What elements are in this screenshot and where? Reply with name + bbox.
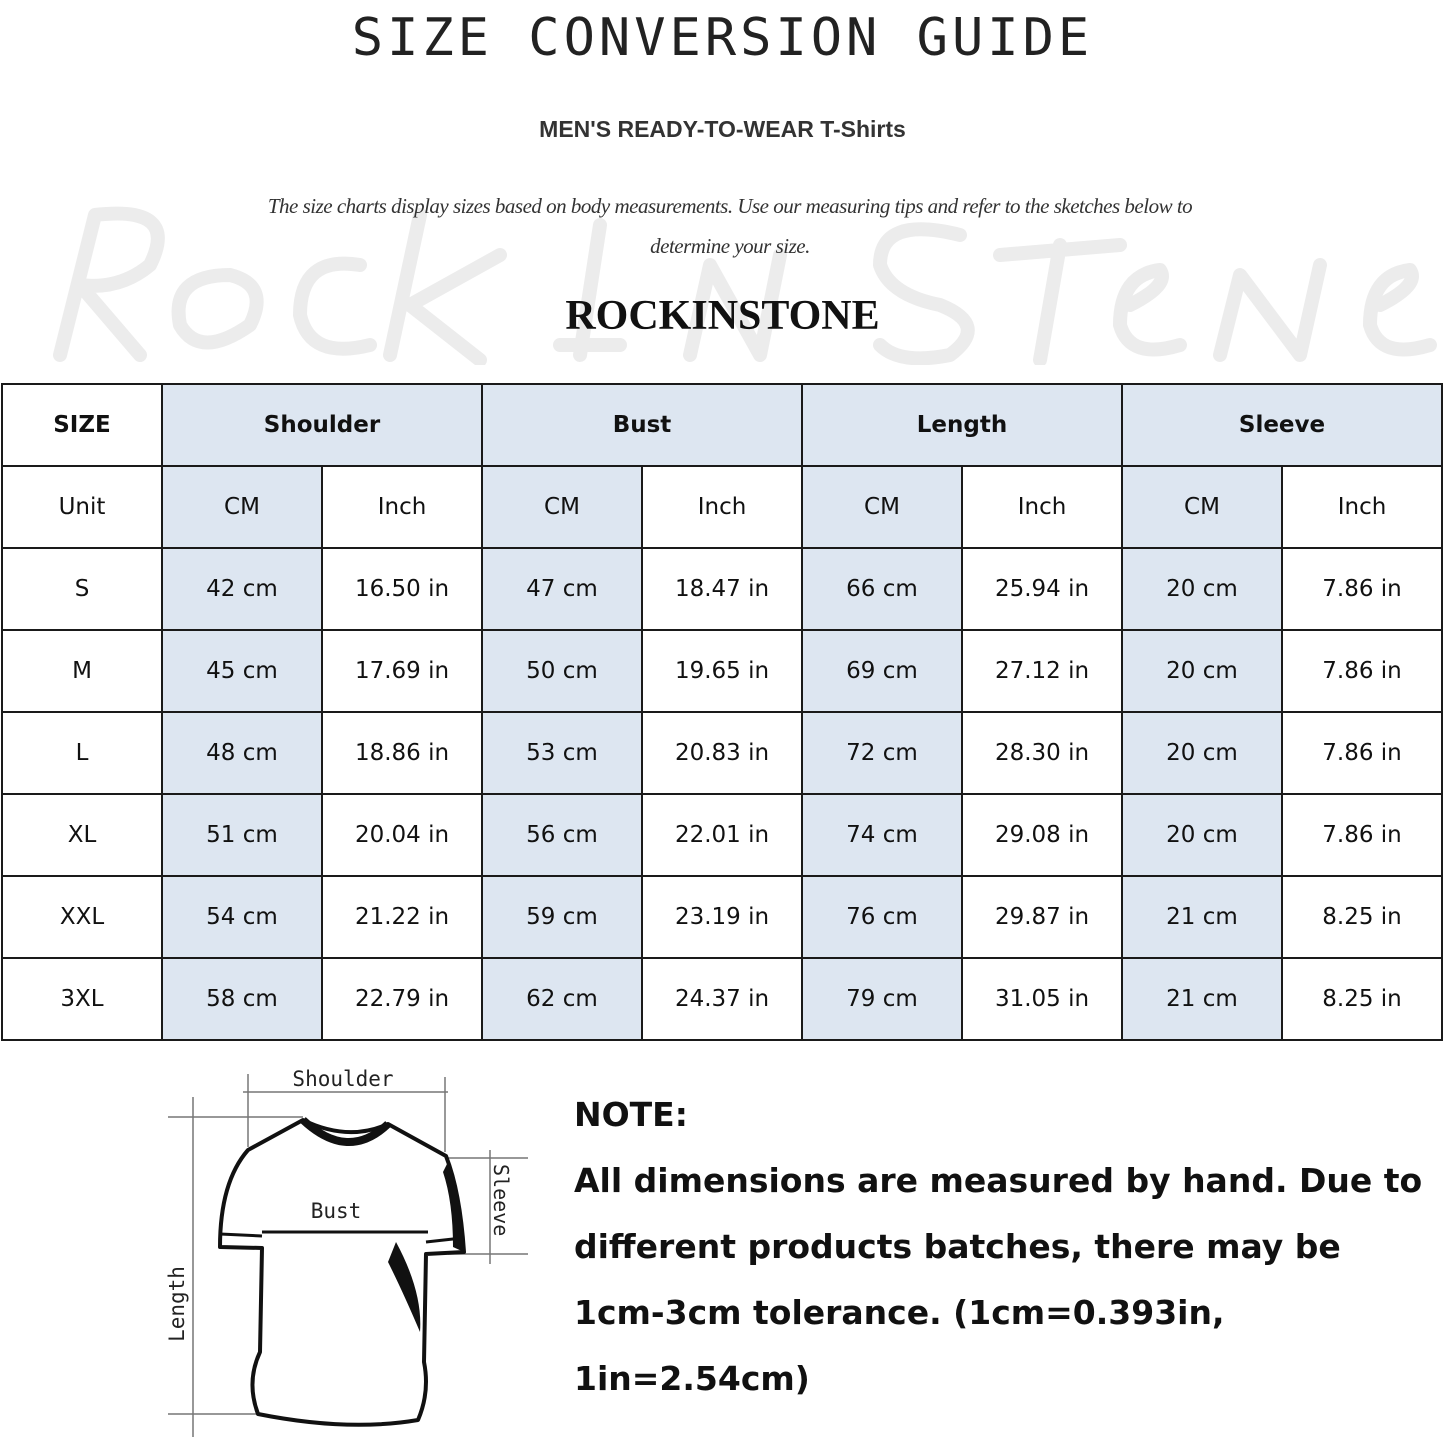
measurement-cell: 20 cm <box>1121 793 1283 877</box>
unit-inch: Inch <box>641 465 803 549</box>
measurement-cell: 48 cm <box>161 711 323 795</box>
watermark-brush-lettering-icon <box>53 206 1437 367</box>
unit-inch: Inch <box>1281 465 1443 549</box>
measurement-cell: 62 cm <box>481 957 643 1041</box>
sleeve-label: Sleeve <box>489 1164 513 1236</box>
measurement-cell: 21 cm <box>1121 957 1283 1041</box>
measurement-cell: 19.65 in <box>641 629 803 713</box>
measurement-cell: 27.12 in <box>961 629 1123 713</box>
measurement-cell: 79 cm <box>801 957 963 1041</box>
measurement-cell: 72 cm <box>801 711 963 795</box>
size-cell: S <box>1 547 163 631</box>
table-row: L 48 cm 18.86 in 53 cm 20.83 in 72 cm 28.30 in… <box>1 711 1443 795</box>
size-cell: XL <box>1 793 163 877</box>
measurement-cell: 74 cm <box>801 793 963 877</box>
table-header-row: SIZE Shoulder Bust Length Sleeve <box>1 383 1443 467</box>
unit-cm: CM <box>801 465 963 549</box>
measurement-cell: 69 cm <box>801 629 963 713</box>
unit-cm: CM <box>481 465 643 549</box>
measurement-cell: 22.79 in <box>321 957 483 1041</box>
size-cell: XXL <box>1 875 163 959</box>
group-header-length: Length <box>801 383 1123 467</box>
measurement-cell: 7.86 in <box>1281 547 1443 631</box>
tshirt-sketch-icon: Shoulder Bust Sleeve Length <box>165 1067 528 1437</box>
size-header: SIZE <box>1 383 163 467</box>
unit-cm: CM <box>161 465 323 549</box>
measurement-cell: 8.25 in <box>1281 957 1443 1041</box>
measurement-cell: 18.47 in <box>641 547 803 631</box>
unit-cm: CM <box>1121 465 1283 549</box>
table-row: XL 51 cm 20.04 in 56 cm 22.01 in 74 cm 29.08 i… <box>1 793 1443 877</box>
measurement-cell: 53 cm <box>481 711 643 795</box>
measurement-cell: 66 cm <box>801 547 963 631</box>
size-cell: M <box>1 629 163 713</box>
table-row: S 42 cm 16.50 in 47 cm 18.47 in 66 cm 25.94 in… <box>1 547 1443 631</box>
group-header-sleeve: Sleeve <box>1121 383 1443 467</box>
measurement-cell: 76 cm <box>801 875 963 959</box>
note-line: All dimensions are measured by hand. Due… <box>574 1161 1423 1200</box>
measurement-cell: 54 cm <box>161 875 323 959</box>
measurement-cell: 8.25 in <box>1281 875 1443 959</box>
length-label: Length <box>165 1266 189 1342</box>
measurement-cell: 18.86 in <box>321 711 483 795</box>
measurement-cell: 16.50 in <box>321 547 483 631</box>
table-row: XXL 54 cm 21.22 in 59 cm 23.19 in 76 cm 29.87 … <box>1 875 1443 959</box>
measurement-cell: 22.01 in <box>641 793 803 877</box>
size-table: SIZE Shoulder Bust Length Sleeve Unit CM… <box>1 383 1443 1041</box>
measurement-cell: 50 cm <box>481 629 643 713</box>
measurement-cell: 20.04 in <box>321 793 483 877</box>
note-line: 1cm-3cm tolerance. (1cm=0.393in, 1in=2.5… <box>574 1293 1225 1398</box>
measurement-cell: 28.30 in <box>961 711 1123 795</box>
unit-row: Unit CM Inch CM Inch CM Inch CM Inch <box>1 465 1443 549</box>
measurement-cell: 59 cm <box>481 875 643 959</box>
page-title: SIZE CONVERSION GUIDE <box>351 8 1094 68</box>
measurement-cell: 23.19 in <box>641 875 803 959</box>
measurement-cell: 17.69 in <box>321 629 483 713</box>
measurement-cell: 7.86 in <box>1281 793 1443 877</box>
measurement-cell: 20.83 in <box>641 711 803 795</box>
table-row: 3XL 58 cm 22.79 in 62 cm 24.37 in 79 cm 31.05 … <box>1 957 1443 1041</box>
measurement-cell: 21.22 in <box>321 875 483 959</box>
table-row: M 45 cm 17.69 in 50 cm 19.65 in 69 cm 27.12 in… <box>1 629 1443 713</box>
measurement-cell: 58 cm <box>161 957 323 1041</box>
note-section: NOTE: All dimensions are measured by han… <box>574 1082 1434 1412</box>
measurement-cell: 29.08 in <box>961 793 1123 877</box>
measurement-cell: 21 cm <box>1121 875 1283 959</box>
measurement-cell: 42 cm <box>161 547 323 631</box>
group-header-bust: Bust <box>481 383 803 467</box>
measurement-cell: 47 cm <box>481 547 643 631</box>
unit-inch: Inch <box>321 465 483 549</box>
measurement-cell: 20 cm <box>1121 547 1283 631</box>
tshirt-measurement-diagram: Shoulder Bust Sleeve Length <box>148 1052 543 1442</box>
measurement-cell: 25.94 in <box>961 547 1123 631</box>
note-line: different products batches, there may be <box>574 1227 1341 1266</box>
measurement-cell: 20 cm <box>1121 629 1283 713</box>
shoulder-label: Shoulder <box>292 1067 393 1091</box>
measurement-cell: 29.87 in <box>961 875 1123 959</box>
measurement-cell: 20 cm <box>1121 711 1283 795</box>
measurement-cell: 51 cm <box>161 793 323 877</box>
measurement-cell: 56 cm <box>481 793 643 877</box>
group-header-shoulder: Shoulder <box>161 383 483 467</box>
measurement-cell: 7.86 in <box>1281 629 1443 713</box>
page-subtitle: MEN'S READY-TO-WEAR T-Shirts <box>539 116 906 142</box>
note-heading: NOTE: <box>574 1095 688 1134</box>
brand-name: ROCKINSTONE <box>565 293 880 339</box>
intro-text: The size charts display sizes based on b… <box>267 194 1193 258</box>
unit-inch: Inch <box>961 465 1123 549</box>
size-cell: 3XL <box>1 957 163 1041</box>
unit-header: Unit <box>1 465 163 549</box>
measurement-cell: 7.86 in <box>1281 711 1443 795</box>
measurement-cell: 45 cm <box>161 629 323 713</box>
bust-label: Bust <box>311 1199 362 1223</box>
measurement-cell: 31.05 in <box>961 957 1123 1041</box>
size-cell: L <box>1 711 163 795</box>
watermark-logo <box>0 195 1445 367</box>
measurement-cell: 24.37 in <box>641 957 803 1041</box>
